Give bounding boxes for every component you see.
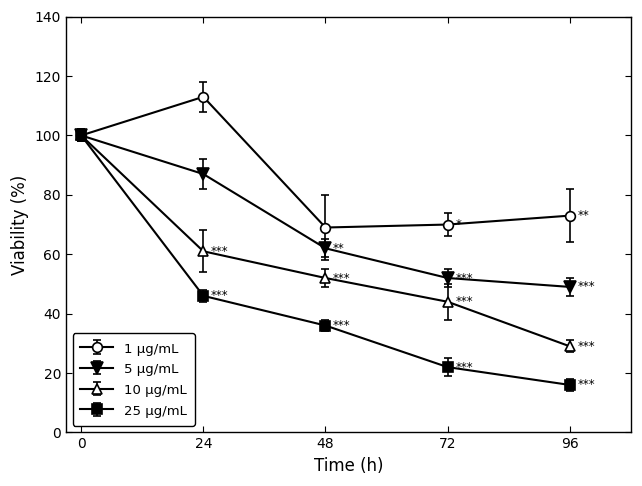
Y-axis label: Viability (%): Viability (%) [11,174,29,275]
Text: ***: *** [333,319,351,332]
Text: ***: *** [577,280,595,294]
Text: *: * [455,218,461,231]
Text: **: ** [333,242,345,255]
Text: ***: *** [211,245,229,258]
Legend: 1 μg/mL, 5 μg/mL, 10 μg/mL, 25 μg/mL: 1 μg/mL, 5 μg/mL, 10 μg/mL, 25 μg/mL [73,333,195,426]
Text: ***: *** [577,379,595,391]
Text: ***: *** [333,272,351,284]
Text: ***: *** [455,295,473,308]
Text: ***: *** [455,272,473,284]
Text: ***: *** [577,340,595,353]
Text: ***: *** [455,361,473,374]
Text: ***: *** [211,289,229,302]
Text: **: ** [577,209,589,222]
X-axis label: Time (h): Time (h) [314,457,383,475]
